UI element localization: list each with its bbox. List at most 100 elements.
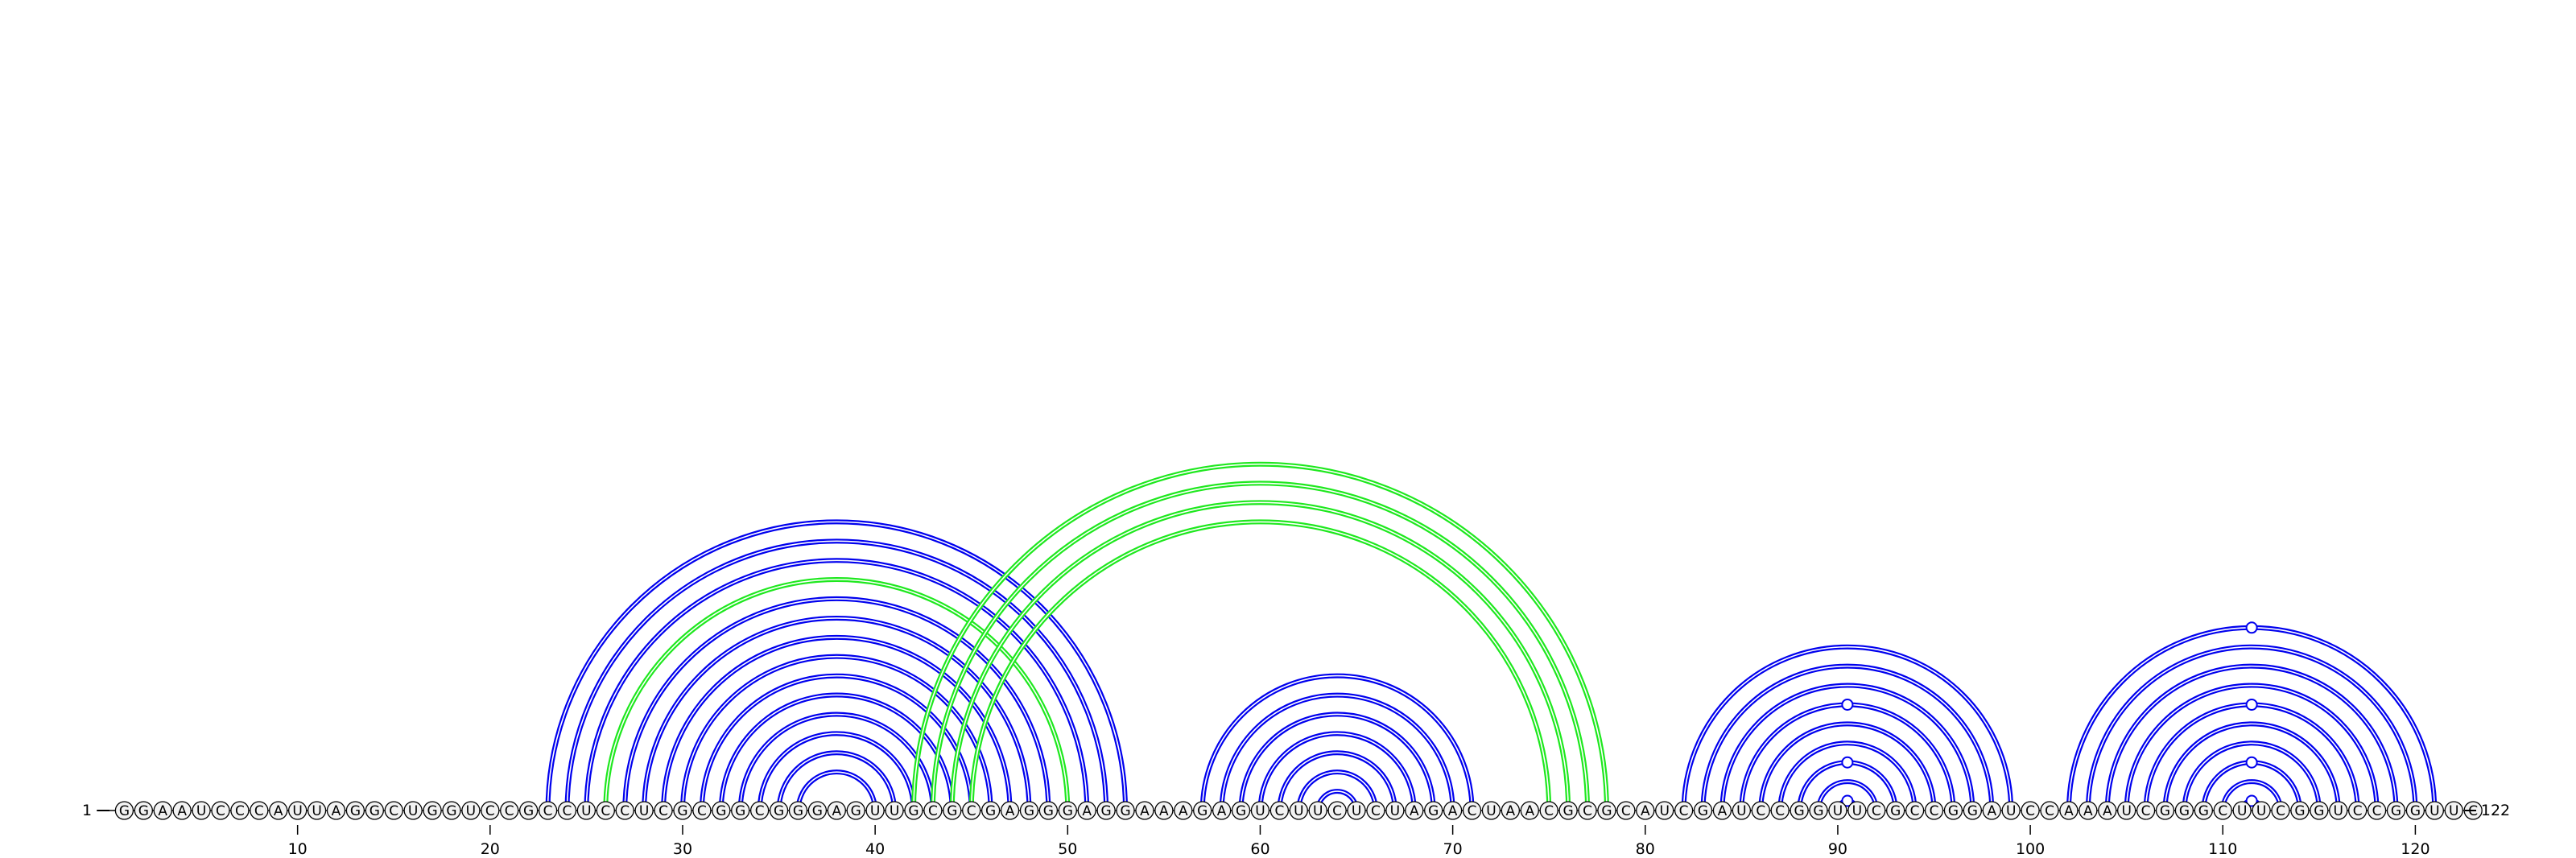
nucleotide-letter-52: G — [1101, 803, 1112, 819]
nucleotide-circle-3 — [153, 801, 172, 820]
nucleotide-letter-88: G — [1794, 803, 1805, 819]
nucleotide-circle-43 — [923, 801, 943, 820]
nucleotide-letter-79: C — [1621, 803, 1631, 819]
nucleotide-circle-6 — [211, 801, 230, 820]
nucleotide-circle-108 — [2174, 801, 2194, 820]
nucleotide-circle-78 — [1597, 801, 1616, 820]
nested-pair-arc-33-43 — [737, 712, 935, 811]
nucleotide-circle-26 — [596, 801, 615, 820]
nucleotide-circle-80 — [1636, 801, 1655, 820]
nucleotide-circle-5 — [192, 801, 211, 820]
nucleotide-letter-39: G — [851, 803, 861, 819]
nucleotide-letter-58: A — [1217, 803, 1227, 819]
nucleotide-letter-84: A — [1718, 803, 1728, 819]
nucleotide-letter-86: C — [1756, 803, 1765, 819]
nucleotide-letter-91: U — [1852, 803, 1862, 819]
tick-label-30: 30 — [673, 840, 692, 858]
nested-pair-arc-gap-83-98 — [1702, 665, 1993, 811]
nucleotide-circle-51 — [1077, 801, 1096, 820]
nucleotide-circle-89 — [1809, 801, 1828, 820]
nucleotide-letter-111: U — [2237, 803, 2247, 819]
nucleotide-circle-48 — [1019, 801, 1039, 820]
nucleotide-circle-52 — [1096, 801, 1116, 820]
nucleotide-circle-79 — [1616, 801, 1636, 820]
loop-marker-106-117 — [2245, 698, 2258, 711]
sequence-start-label: 1 — [82, 802, 92, 819]
nucleotide-circle-12 — [326, 801, 346, 820]
nucleotide-circle-84 — [1712, 801, 1732, 820]
nucleotide-circle-16 — [403, 801, 423, 820]
nested-pair-arc-gap-103-120 — [2087, 646, 2417, 811]
nucleotide-letter-110: C — [2218, 803, 2227, 819]
nucleotide-circle-76 — [1558, 801, 1578, 820]
nucleotide-letter-26: C — [601, 803, 610, 819]
nucleotide-circle-57 — [1193, 801, 1212, 820]
nucleotide-letter-18: G — [446, 803, 456, 819]
nucleotide-circle-97 — [1963, 801, 1983, 820]
nucleotide-circle-74 — [1520, 801, 1539, 820]
nucleotide-circle-91 — [1847, 801, 1867, 820]
nucleotide-circle-60 — [1250, 801, 1270, 820]
nested-pair-arc-59-69 — [1238, 712, 1436, 811]
nested-pair-arc-103-120 — [2085, 645, 2418, 811]
nucleotide-circle-66 — [1366, 801, 1385, 820]
nucleotide-circle-27 — [615, 801, 634, 820]
nested-pair-arc-82-99 — [1681, 645, 2014, 811]
nucleotide-letter-112: U — [2256, 803, 2266, 819]
nucleotide-circle-38 — [827, 801, 846, 820]
nucleotide-letter-33: G — [735, 803, 745, 819]
nested-pair-arc-gap-82-99 — [1682, 646, 2012, 811]
tick-label-120: 120 — [2401, 840, 2429, 858]
nested-pair-arc-gap-34-42 — [758, 733, 914, 811]
nucleotide-letter-16: U — [408, 803, 418, 819]
nucleotide-circle-107 — [2155, 801, 2175, 820]
nucleotide-letter-97: G — [1967, 803, 1978, 819]
nucleotide-letter-47: A — [1005, 803, 1015, 819]
nucleotide-letter-70: A — [1448, 803, 1458, 819]
nucleotide-circle-53 — [1116, 801, 1135, 820]
nested-pair-arc-gap-33-43 — [739, 713, 934, 811]
pseudoknot-pair-arc-43-77 — [933, 483, 1587, 811]
nucleotide-letter-108: G — [2179, 803, 2190, 819]
nucleotide-letter-30: G — [677, 803, 687, 819]
nucleotide-circle-99 — [2001, 801, 2021, 820]
nucleotide-circle-33 — [731, 801, 750, 820]
nucleotide-circle-114 — [2290, 801, 2310, 820]
nucleotide-circle-14 — [365, 801, 384, 820]
nucleotide-circle-7 — [230, 801, 250, 820]
nucleotide-letter-34: C — [755, 803, 765, 819]
tick-label-80: 80 — [1636, 840, 1655, 858]
loop-markers — [1841, 621, 2258, 807]
pseudoknot-pair-arc-gap-44-76 — [952, 501, 1569, 811]
nucleotide-circle-109 — [2194, 801, 2213, 820]
loop-marker-90-91 — [1841, 794, 1854, 807]
nucleotide-circle-94 — [1905, 801, 1925, 820]
nucleotide-circle-121 — [2425, 801, 2444, 820]
nucleotide-letter-31: C — [697, 803, 707, 819]
nucleotide-circle-58 — [1212, 801, 1232, 820]
nucleotide-circle-2 — [134, 801, 153, 820]
nucleotide-letter-8: C — [254, 803, 264, 819]
tick-label-40: 40 — [865, 840, 885, 858]
nucleotide-circle-25 — [576, 801, 597, 820]
nucleotide-letter-41: U — [890, 803, 899, 819]
nucleotide-letter-55: A — [1159, 803, 1169, 819]
nucleotide-letter-118: C — [2372, 803, 2382, 819]
nucleotide-letter-85: U — [1736, 803, 1746, 819]
nucleotide-letter-44: G — [947, 803, 957, 819]
nucleotide-circle-59 — [1231, 801, 1251, 820]
nucleotide-circle-63 — [1308, 801, 1327, 820]
nucleotide-letter-71: C — [1468, 803, 1477, 819]
nucleotide-letter-46: G — [985, 803, 996, 819]
nucleotide-letter-117: C — [2353, 803, 2363, 819]
nucleotide-letter-107: G — [2160, 803, 2170, 819]
nucleotide-letter-99: U — [2006, 803, 2016, 819]
nucleotide-circle-75 — [1539, 801, 1558, 820]
nested-pair-arc-gap-25-51 — [585, 559, 1088, 811]
nucleotide-letter-94: C — [1910, 803, 1920, 819]
nucleotide-letter-74: A — [1525, 803, 1534, 819]
nucleotide-letter-17: G — [427, 803, 437, 819]
nucleotide-circle-104 — [2098, 801, 2117, 820]
nucleotide-letter-104: A — [2103, 803, 2112, 819]
nucleotide-letter-60: U — [1255, 803, 1265, 819]
